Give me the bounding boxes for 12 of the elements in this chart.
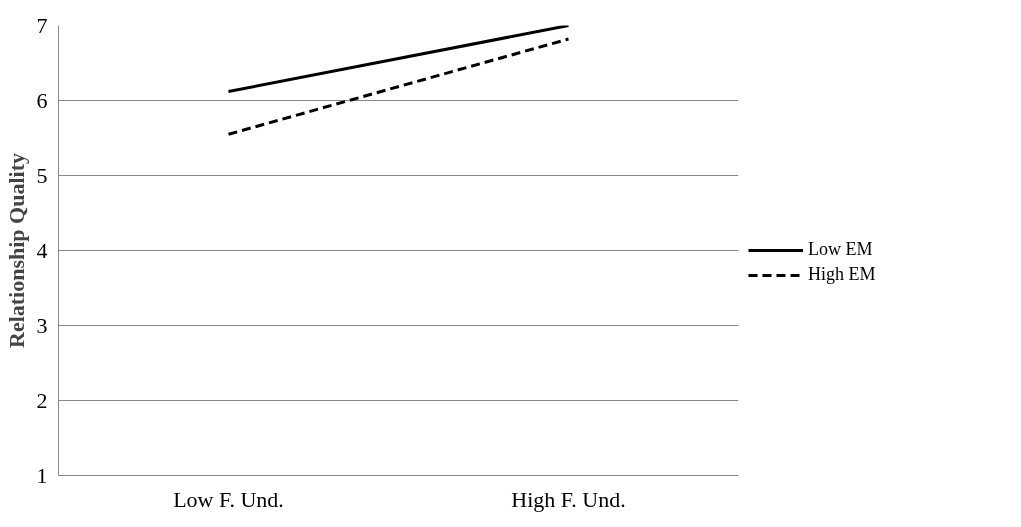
x-tick-label: Low F. Und. — [173, 486, 284, 512]
y-tick-label: 7 — [36, 12, 48, 38]
legend-label: High EM — [808, 264, 876, 285]
y-tick-label: 2 — [36, 387, 48, 413]
legend-label: Low EM — [808, 239, 873, 260]
x-tick-label: High F. Und. — [511, 486, 626, 512]
y-tick-label: 3 — [36, 312, 48, 338]
y-axis-title: Relationship Quality — [3, 153, 29, 348]
y-tick-label: 1 — [36, 462, 48, 488]
y-tick-label: 4 — [36, 237, 48, 263]
y-tick-label: 6 — [36, 87, 48, 113]
y-tick-label: 5 — [36, 162, 48, 188]
